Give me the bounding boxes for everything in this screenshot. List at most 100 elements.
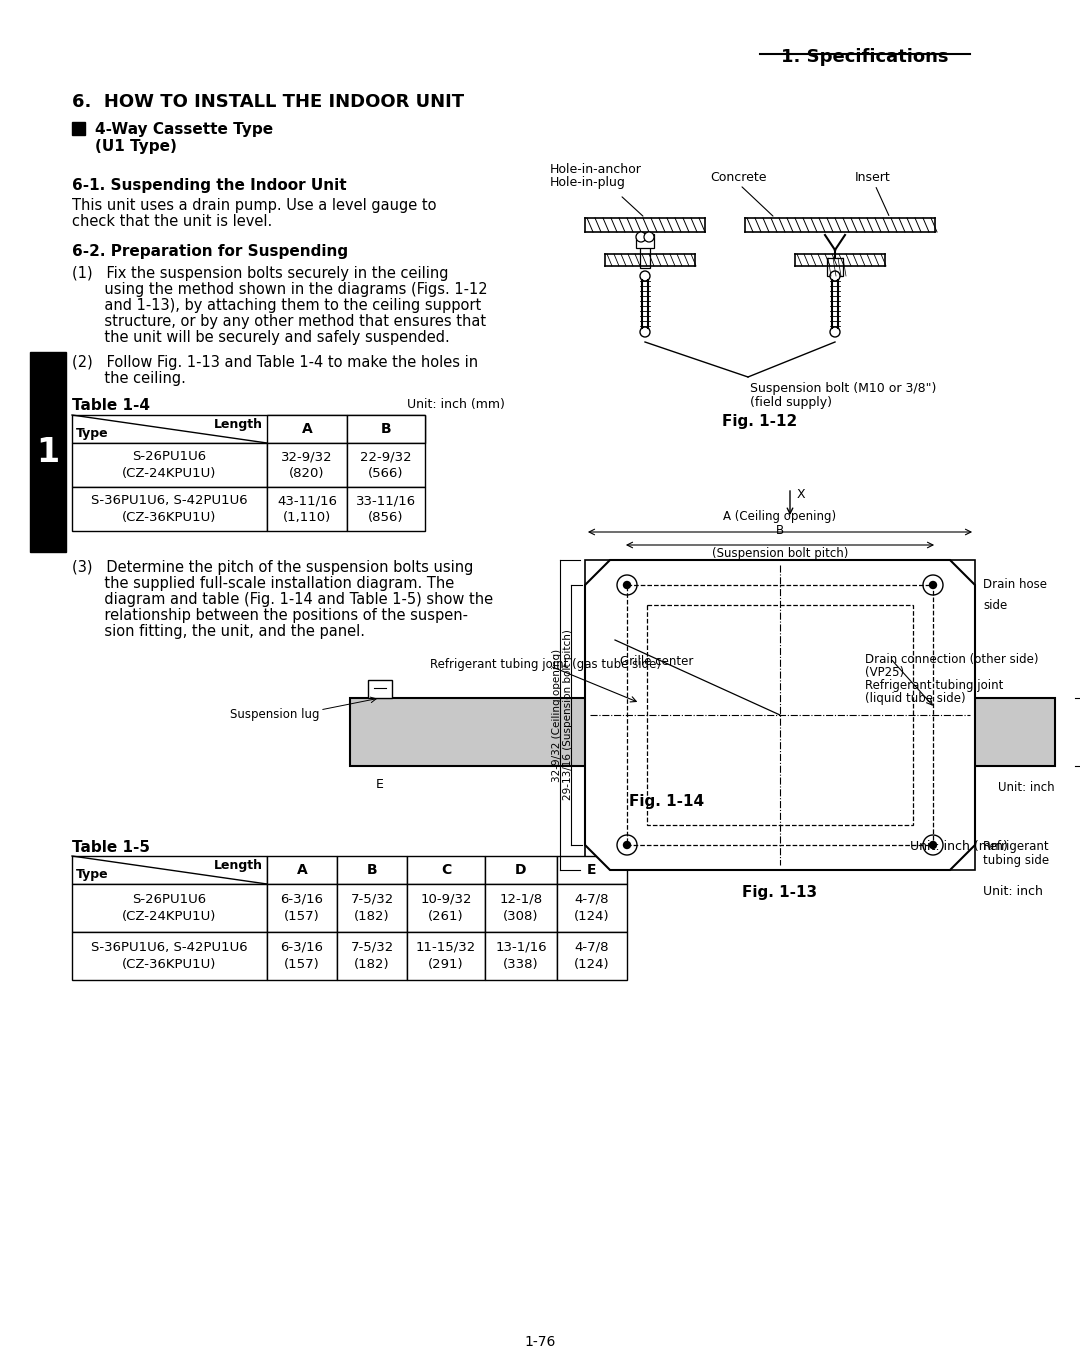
Text: B: B: [380, 423, 391, 436]
Circle shape: [640, 271, 650, 281]
Text: and 1-13), by attaching them to the ceiling support: and 1-13), by attaching them to the ceil…: [72, 298, 482, 313]
Bar: [485, 885, 557, 932]
Bar: [347, 414, 426, 443]
Text: A: A: [297, 863, 308, 876]
Circle shape: [930, 582, 936, 589]
Bar: [350, 698, 1055, 766]
Bar: [72, 932, 267, 980]
Bar: [72, 885, 267, 932]
Text: 11-15/32
(291): 11-15/32 (291): [416, 940, 476, 970]
Bar: [72, 856, 267, 885]
Text: (liquid tube side): (liquid tube side): [865, 692, 966, 705]
Text: 6-3/16
(157): 6-3/16 (157): [281, 893, 324, 923]
Bar: [945, 577, 967, 593]
Text: 32-9/32
(820): 32-9/32 (820): [281, 450, 333, 480]
Bar: [636, 234, 654, 248]
Text: diagram and table (Fig. 1-14 and Table 1-5) show the: diagram and table (Fig. 1-14 and Table 1…: [72, 592, 494, 607]
Text: tubing side: tubing side: [983, 855, 1049, 867]
Text: 6-2. Preparation for Suspending: 6-2. Preparation for Suspending: [72, 244, 348, 259]
Text: Type: Type: [76, 868, 109, 880]
Circle shape: [617, 836, 637, 855]
Text: A: A: [301, 423, 312, 436]
Text: Unit: inch: Unit: inch: [998, 781, 1055, 795]
Text: Fig. 1-14: Fig. 1-14: [630, 795, 704, 810]
Text: Refrigerant tubing joint (gas tube side): Refrigerant tubing joint (gas tube side): [430, 658, 661, 671]
Text: Length: Length: [214, 859, 264, 872]
Bar: [585, 560, 975, 870]
Text: Table 1-4: Table 1-4: [72, 398, 150, 413]
Text: Refrigerant: Refrigerant: [983, 840, 1050, 853]
Bar: [950, 822, 962, 840]
Text: 13-1/16
(338): 13-1/16 (338): [496, 940, 546, 970]
Bar: [72, 123, 85, 135]
Text: (1)   Fix the suspension bolts securely in the ceiling: (1) Fix the suspension bolts securely in…: [72, 266, 448, 281]
Bar: [267, 932, 337, 980]
Bar: [635, 803, 735, 833]
Text: (VP25): (VP25): [865, 667, 904, 679]
Bar: [924, 690, 970, 710]
Text: 12-1/8
(308): 12-1/8 (308): [499, 893, 542, 923]
Circle shape: [640, 327, 650, 337]
Circle shape: [636, 232, 646, 243]
Text: Type: Type: [76, 427, 109, 440]
Text: 4-7/8
(124): 4-7/8 (124): [575, 940, 610, 970]
Text: 32-9/32 (Ceiling opening): 32-9/32 (Ceiling opening): [552, 649, 562, 781]
Text: S-36PU1U6, S-42PU1U6
(CZ-36KPU1U): S-36PU1U6, S-42PU1U6 (CZ-36KPU1U): [91, 493, 247, 523]
Bar: [407, 885, 485, 932]
Circle shape: [831, 327, 840, 337]
Text: Table 1-5: Table 1-5: [72, 840, 150, 855]
Bar: [485, 932, 557, 980]
Bar: [267, 856, 337, 885]
Text: 7-5/32
(182): 7-5/32 (182): [350, 893, 393, 923]
Text: X: X: [797, 488, 806, 502]
Bar: [557, 856, 627, 885]
Bar: [485, 856, 557, 885]
Bar: [368, 680, 392, 698]
Text: (field supply): (field supply): [750, 397, 832, 409]
Text: B: B: [775, 523, 784, 537]
Bar: [825, 597, 924, 627]
Circle shape: [617, 575, 637, 596]
Text: (U1 Type): (U1 Type): [95, 139, 177, 154]
Text: Insert: Insert: [855, 170, 891, 184]
Text: structure, or by any other method that ensures that: structure, or by any other method that e…: [72, 313, 486, 328]
Text: 43-11/16
(1,110): 43-11/16 (1,110): [276, 493, 337, 523]
Text: the supplied full-scale installation diagram. The: the supplied full-scale installation dia…: [72, 577, 455, 592]
Bar: [557, 885, 627, 932]
Bar: [407, 856, 485, 885]
Text: Fig. 1-12: Fig. 1-12: [723, 414, 798, 429]
Text: Hole-in-plug: Hole-in-plug: [550, 176, 626, 189]
Bar: [267, 443, 347, 487]
Text: check that the unit is level.: check that the unit is level.: [72, 214, 272, 229]
Bar: [30, 352, 66, 552]
Circle shape: [923, 575, 943, 596]
Bar: [930, 810, 942, 827]
Bar: [337, 856, 407, 885]
Text: Hole-in-anchor: Hole-in-anchor: [550, 164, 642, 176]
Text: Suspension lug: Suspension lug: [230, 707, 320, 721]
Text: 4-Way Cassette Type: 4-Way Cassette Type: [95, 123, 273, 138]
Text: Drain connection (other side): Drain connection (other side): [865, 653, 1039, 667]
Text: side: side: [983, 598, 1008, 612]
Text: 1: 1: [37, 436, 59, 469]
Text: 33-11/16
(856): 33-11/16 (856): [356, 493, 416, 523]
Text: the unit will be securely and safely suspended.: the unit will be securely and safely sus…: [72, 330, 449, 345]
Text: Unit: inch (mm): Unit: inch (mm): [407, 398, 505, 412]
Polygon shape: [585, 560, 975, 870]
Bar: [267, 885, 337, 932]
Text: relationship between the positions of the suspen-: relationship between the positions of th…: [72, 608, 468, 623]
Text: Grille center: Grille center: [620, 656, 693, 668]
Text: E: E: [376, 778, 383, 791]
Text: (2)   Follow Fig. 1-13 and Table 1-4 to make the holes in: (2) Follow Fig. 1-13 and Table 1-4 to ma…: [72, 354, 478, 369]
Text: S-36PU1U6, S-42PU1U6
(CZ-36KPU1U): S-36PU1U6, S-42PU1U6 (CZ-36KPU1U): [91, 940, 247, 970]
Text: sion fitting, the unit, and the panel.: sion fitting, the unit, and the panel.: [72, 624, 365, 639]
Bar: [557, 932, 627, 980]
Bar: [72, 443, 267, 487]
Text: 7-5/32
(182): 7-5/32 (182): [350, 940, 393, 970]
Bar: [647, 605, 913, 825]
Bar: [407, 932, 485, 980]
Text: 1. Specifications: 1. Specifications: [781, 48, 948, 65]
Text: 1-76: 1-76: [524, 1334, 556, 1349]
Bar: [627, 585, 933, 845]
Bar: [940, 816, 951, 834]
